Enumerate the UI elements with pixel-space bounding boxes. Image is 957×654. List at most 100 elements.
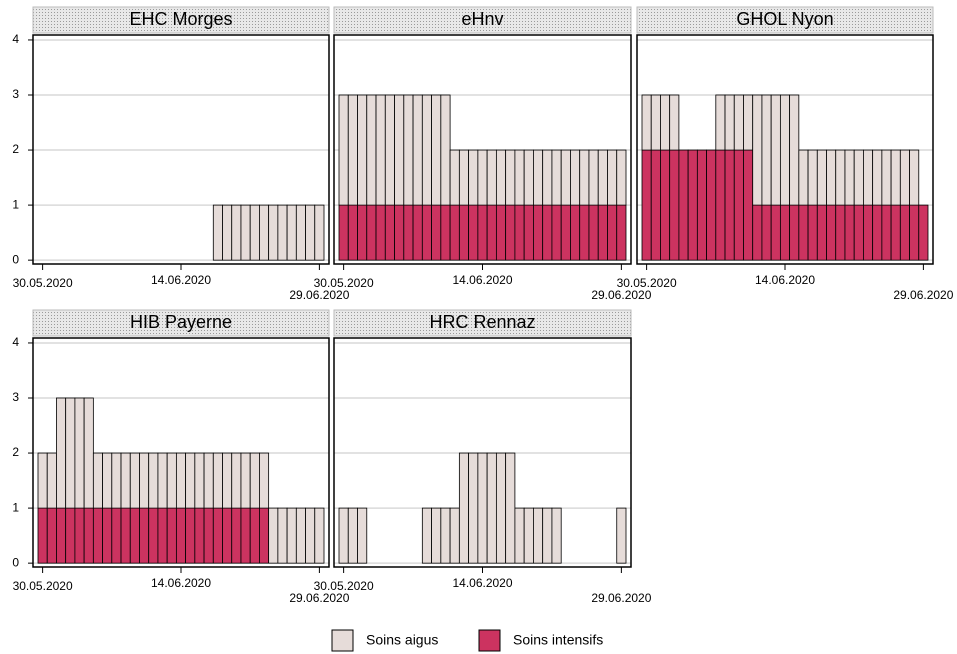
bar-segment (74, 397, 85, 509)
x-tick-label: 30.05.2020 (314, 579, 374, 593)
bar-segment (431, 507, 442, 564)
bar-segment (835, 204, 846, 261)
bar-segment (194, 452, 205, 509)
panel: HIB Payerne 0 1 2 3 4 30.05.2020 14.06.2020 29.0… (12, 309, 350, 605)
legend-swatch (331, 629, 354, 652)
bar-segment (240, 452, 251, 509)
bar-segment (560, 204, 571, 261)
bar-segment (56, 397, 67, 509)
bar-segment (816, 149, 827, 206)
bar-segment (449, 149, 460, 206)
panel-frame (333, 34, 632, 265)
bar-segment (231, 507, 242, 564)
bar-segment (798, 204, 809, 261)
bar-segment (166, 507, 177, 564)
strip (636, 6, 934, 34)
panel: GHOL Nyon 30.05.2020 14.06.2020 29.06.2020 (617, 6, 954, 302)
bar-segment (338, 507, 349, 564)
strip (333, 6, 632, 34)
bar-segment (807, 149, 818, 206)
bar-segment (477, 204, 488, 261)
bar-segment (533, 149, 544, 206)
bar-segment (743, 149, 754, 261)
bar-segment (222, 452, 233, 509)
x-tick-label: 30.05.2020 (13, 579, 73, 593)
bar-segment (505, 149, 516, 206)
bar-segment (899, 149, 910, 206)
bar-segment (523, 507, 534, 564)
bar-segment (403, 204, 414, 261)
bar-segment (92, 452, 103, 509)
bar-segment (157, 507, 168, 564)
bar-segment (495, 204, 507, 261)
bar-segment (486, 452, 497, 564)
bar-segment (872, 149, 883, 206)
bar-segment (853, 149, 864, 206)
bar-segment (458, 204, 470, 261)
bar-segment (660, 149, 671, 261)
bar-segment (74, 507, 85, 564)
bar-segment (779, 94, 791, 206)
y-tick-label: 1 (12, 197, 19, 211)
bar-segment (853, 204, 864, 261)
bar-segment (366, 204, 377, 261)
bar-segment (347, 94, 358, 206)
bar-segment (295, 204, 306, 261)
bar-segment (551, 204, 562, 261)
bar-segment (863, 204, 874, 261)
bar-segment (440, 204, 451, 261)
panel: EHC Morges 0 1 2 3 4 30.05.2020 14.06.2020 29.06… (12, 6, 350, 302)
bar-segment (597, 204, 608, 261)
legend-swatch (478, 629, 501, 652)
bar-segment (724, 149, 735, 261)
bar-segment (240, 507, 251, 564)
bar-segment (37, 452, 48, 509)
bar-segment (881, 204, 892, 261)
x-tick-label: 14.06.2020 (151, 273, 211, 287)
bar-segment (706, 149, 717, 261)
x-tick-label: 29.06.2020 (289, 591, 349, 605)
bar-segment (826, 149, 837, 206)
bar-segment (844, 204, 855, 261)
bar-segment (92, 507, 103, 564)
bar-segment (899, 204, 910, 261)
bar-segment (696, 149, 707, 261)
bar-segment (533, 204, 544, 261)
bar-segment (231, 204, 242, 261)
bar-segment (789, 204, 800, 261)
bar-segment (111, 452, 122, 509)
bar-segment (678, 149, 689, 261)
bar-segment (486, 204, 497, 261)
strip (333, 309, 632, 337)
bar-segment (212, 507, 223, 564)
bar-segment (375, 94, 386, 206)
bar-segment (268, 204, 279, 261)
bar-segment (505, 452, 516, 564)
bar-segment (486, 149, 497, 206)
bar-segment (761, 204, 772, 261)
y-tick-label: 3 (12, 87, 19, 101)
bar-segment (375, 204, 386, 261)
bar-segment (505, 204, 516, 261)
panel-title: eHnv (461, 9, 503, 29)
bar-segment (120, 507, 131, 564)
bar-segment (231, 452, 242, 509)
panel-frame (636, 34, 934, 265)
y-tick-label: 2 (12, 445, 19, 459)
bar-segment (909, 204, 920, 261)
bar-segment (844, 149, 855, 206)
bar-segment (120, 452, 131, 509)
panel: HRC Rennaz 30.05.2020 14.06.2020 29.06.2020 (314, 309, 652, 605)
bar-segment (616, 149, 627, 206)
bar-segment (458, 452, 470, 564)
y-tick-label: 0 (12, 252, 19, 266)
bar-segment (394, 94, 405, 206)
bar-segment (412, 204, 423, 261)
bar-segment (872, 204, 883, 261)
bar-segment (826, 204, 837, 261)
panel-title: HIB Payerne (130, 312, 232, 332)
bar-segment (597, 149, 608, 206)
bar-segment (533, 507, 544, 564)
bar-segment (514, 204, 525, 261)
